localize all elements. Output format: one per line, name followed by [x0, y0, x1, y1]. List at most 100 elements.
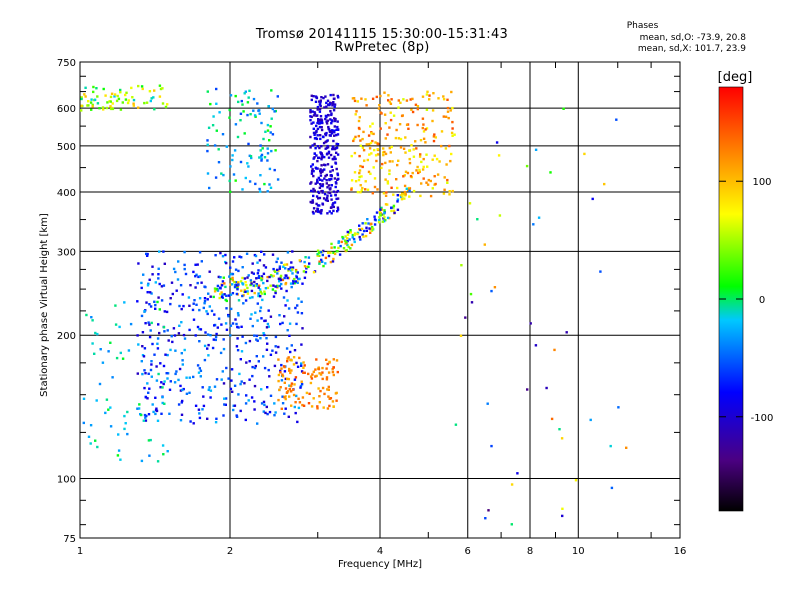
data-point [260, 121, 263, 125]
data-point [412, 155, 416, 158]
data-point [316, 208, 320, 211]
data-point [391, 160, 394, 163]
data-point [278, 284, 281, 288]
data-point [332, 257, 335, 261]
data-point [229, 334, 232, 337]
data-point [89, 442, 92, 445]
data-point [353, 171, 357, 174]
data-point [379, 111, 382, 114]
data-point [392, 114, 396, 117]
data-point [214, 254, 217, 257]
data-point [310, 98, 313, 102]
data-point [254, 364, 257, 368]
data-point [357, 178, 361, 182]
data-point [266, 412, 269, 416]
data-point [259, 144, 262, 147]
data-point [172, 267, 176, 271]
data-point [87, 104, 90, 107]
data-point [333, 105, 336, 109]
data-point [332, 366, 335, 369]
data-point [264, 411, 267, 415]
data-point [158, 331, 161, 335]
data-point [263, 253, 266, 256]
data-point [312, 212, 315, 215]
data-point [154, 303, 157, 307]
data-point [245, 284, 248, 287]
data-point [194, 286, 197, 289]
data-point [162, 364, 166, 368]
data-point [213, 144, 217, 147]
data-point [277, 345, 280, 349]
data-point [239, 409, 242, 413]
data-point [193, 299, 196, 302]
data-point [310, 181, 313, 184]
data-point [198, 251, 202, 254]
data-point [239, 119, 242, 122]
data-point [302, 404, 306, 407]
data-point [617, 406, 620, 409]
data-point [256, 422, 259, 425]
data-point [396, 200, 399, 203]
data-point [350, 179, 354, 182]
data-point [377, 107, 381, 110]
data-point [285, 391, 289, 394]
data-point [253, 280, 256, 284]
data-point [196, 281, 199, 285]
data-point [353, 232, 357, 235]
data-point [266, 286, 270, 290]
data-point [239, 382, 242, 386]
data-point [442, 95, 445, 98]
data-point [273, 402, 276, 405]
data-point [110, 92, 114, 95]
data-point [160, 299, 164, 302]
data-point [319, 171, 323, 174]
data-point [384, 194, 388, 197]
data-point [349, 229, 352, 232]
data-point [372, 166, 375, 169]
data-point [291, 268, 294, 271]
data-point [206, 417, 209, 420]
data-point [274, 351, 278, 354]
data-point [322, 249, 325, 253]
data-point [332, 97, 336, 100]
data-point [381, 162, 384, 166]
data-point [295, 276, 298, 279]
data-point [228, 116, 231, 119]
data-point [155, 407, 158, 410]
data-point [215, 102, 218, 105]
data-point [333, 246, 336, 249]
data-point [411, 110, 415, 114]
data-point [143, 347, 147, 350]
data-point [316, 121, 319, 125]
data-point [327, 388, 330, 391]
data-point [319, 134, 322, 137]
data-point [444, 115, 448, 118]
data-point [224, 403, 227, 406]
data-point [202, 395, 205, 398]
data-point [445, 163, 448, 166]
data-point [286, 377, 289, 380]
data-point [240, 99, 243, 103]
stats-heading: Phases [626, 21, 659, 31]
data-point [84, 95, 87, 98]
data-point [150, 360, 153, 363]
data-point [148, 335, 152, 339]
data-point [254, 254, 258, 258]
data-point [219, 251, 222, 255]
data-point [231, 158, 234, 162]
data-point [196, 364, 200, 367]
data-point [283, 396, 286, 399]
data-point [319, 104, 322, 107]
data-point [215, 378, 219, 381]
data-point [269, 315, 273, 318]
data-point [266, 275, 269, 279]
x-axis-label: Frequency [MHz] [338, 559, 422, 570]
data-point [348, 238, 351, 241]
chart-title: Tromsø 20141115 15:30:00-15:31:43 [255, 27, 509, 42]
data-point [161, 444, 165, 447]
data-point [87, 100, 90, 103]
data-point [549, 171, 552, 174]
data-point [175, 370, 178, 373]
data-point [291, 388, 295, 391]
data-point [246, 101, 250, 104]
